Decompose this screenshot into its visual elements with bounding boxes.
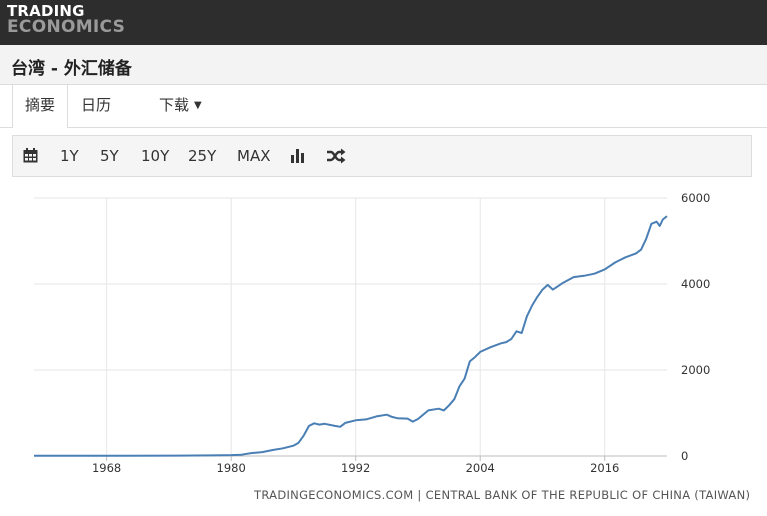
x-tick-label: 1968	[92, 461, 121, 475]
tab-summary[interactable]: 摘要	[12, 85, 68, 128]
x-tick-label: 2004	[466, 461, 495, 475]
range-25y-button[interactable]: 25Y	[188, 147, 217, 165]
range-1y-button[interactable]: 1Y	[60, 147, 79, 165]
logo-line-2: ECONOMICS	[7, 17, 126, 37]
logo-line-1: TRADING	[7, 2, 85, 20]
reserves-line-chart: 1968 1980 1992 2004 2016 0 2000 4000 6000	[33, 191, 710, 475]
y-tick-label: 0	[681, 449, 688, 463]
tab-calendar[interactable]: 日历	[81, 96, 112, 114]
tab-download-label: 下载	[159, 96, 190, 114]
x-tick-label: 1992	[341, 461, 370, 475]
source-footer: TRADINGECONOMICS.COM | CENTRAL BANK OF T…	[254, 488, 751, 502]
range-max-button[interactable]: MAX	[237, 147, 271, 165]
tab-download[interactable]: 下载 ▼	[159, 85, 202, 127]
trading-economics-logo[interactable]: TRADING ECONOMICS	[7, 2, 126, 37]
shuffle-icon[interactable]	[326, 148, 346, 164]
x-tick-label: 1980	[217, 461, 246, 475]
range-5y-button[interactable]: 5Y	[100, 147, 119, 165]
bar-chart-icon[interactable]	[291, 149, 306, 163]
y-tick-label: 4000	[681, 277, 710, 291]
y-tick-label: 2000	[681, 363, 710, 377]
range-10y-button[interactable]: 10Y	[141, 147, 170, 165]
top-bar: TRADING ECONOMICS	[0, 0, 767, 45]
caret-down-icon: ▼	[194, 100, 202, 111]
page-title: 台湾 - 外汇储备	[11, 59, 132, 79]
tab-bar: 摘要 日历 下载 ▼	[0, 85, 767, 128]
y-tick-label: 6000	[681, 191, 710, 205]
series-line	[33, 215, 668, 457]
x-tick-label: 2016	[590, 461, 619, 475]
chart-toolbar: 1Y 5Y 10Y 25Y MAX	[12, 135, 752, 177]
title-bar: 台湾 - 外汇储备	[0, 45, 767, 85]
calendar-icon[interactable]	[23, 148, 38, 163]
